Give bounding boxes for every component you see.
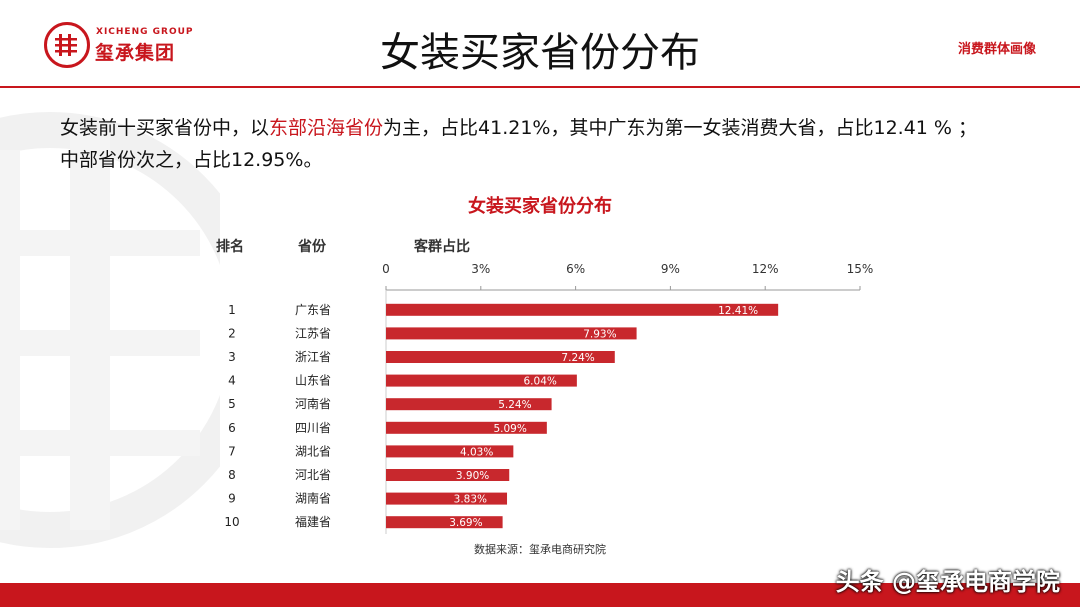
bar-value-label: 3.83% [454, 494, 487, 506]
rank-label: 2 [228, 326, 236, 340]
data-source: 数据来源：玺承电商研究院 [474, 543, 606, 556]
footer-watermark: 头条 @玺承电商学院 [835, 568, 1060, 596]
summary-line2: 中部省份次之，占比12.95%。 [60, 149, 323, 171]
rank-label: 9 [228, 492, 236, 506]
rank-label: 5 [228, 397, 236, 411]
province-label: 湖北省 [295, 443, 331, 458]
province-label: 浙江省 [295, 350, 331, 364]
footer-bar [0, 583, 1080, 607]
bar-value-label: 3.90% [456, 470, 489, 482]
x-tick-label: 0 [382, 262, 390, 276]
header-divider [0, 86, 1080, 88]
summary-text: 女装前十买家省份中，以东部沿海省份为主，占比41.21%，其中广东为第一女装消费… [60, 112, 1040, 176]
summary-highlight: 东部沿海省份 [269, 117, 384, 139]
rank-label: 3 [228, 350, 236, 364]
bar [386, 351, 615, 363]
bar-value-label: 5.09% [493, 423, 526, 435]
province-label: 湖南省 [295, 491, 331, 506]
bar-value-label: 7.93% [583, 328, 616, 340]
bar [386, 303, 779, 316]
x-tick-label: 12% [752, 262, 779, 276]
rank-label: 10 [224, 515, 239, 529]
bar [386, 445, 514, 458]
province-label: 河北省 [295, 468, 331, 482]
header: XICHENG GROUP 玺承集团 女装买家省份分布 消费群体画像 [0, 0, 1080, 86]
rank-label: 4 [228, 374, 236, 388]
rank-label: 1 [228, 303, 236, 317]
rank-label: 8 [228, 468, 236, 482]
province-label: 山东省 [295, 374, 331, 388]
x-tick-label: 9% [661, 262, 680, 276]
chart-title: 女装买家省份分布 [468, 196, 612, 217]
logo-text-english: XICHENG GROUP [96, 27, 194, 37]
rank-label: 6 [228, 421, 236, 435]
bar [386, 327, 637, 340]
section-tag: 消费群体画像 [957, 42, 1036, 57]
background-logo-watermark [0, 112, 220, 548]
bar-value-label: 3.69% [449, 517, 482, 529]
x-tick-label: 6% [566, 262, 585, 276]
province-label: 四川省 [295, 421, 331, 435]
column-header-province: 省份 [298, 239, 326, 255]
bar [386, 516, 503, 529]
bar-value-label: 4.03% [460, 446, 493, 458]
page-title: 女装买家省份分布 [380, 30, 700, 76]
province-label: 河南省 [295, 396, 331, 411]
bar [386, 492, 508, 505]
bar-value-label: 7.24% [561, 352, 594, 364]
logo-text-chinese: 玺承集团 [95, 42, 176, 64]
x-tick-label: 3% [471, 262, 490, 276]
bar-value-label: 6.04% [524, 376, 557, 388]
company-logo-icon [44, 22, 90, 68]
summary-part2: 为主，占比41.21%，其中广东为第一女装消费大省，占比12.41 % ； [383, 117, 978, 139]
bar-value-label: 12.41% [718, 305, 758, 317]
bar [386, 374, 577, 387]
summary-part1: 女装前十买家省份中，以 [60, 117, 270, 139]
province-label: 福建省 [295, 514, 331, 529]
column-header-rank: 排名 [216, 239, 244, 255]
province-label: 广东省 [295, 303, 331, 317]
province-label: 江苏省 [295, 326, 331, 340]
bar [386, 469, 510, 481]
rank-label: 7 [228, 444, 236, 458]
column-header-share: 客群占比 [414, 239, 470, 255]
bar-value-label: 5.24% [498, 399, 531, 411]
x-tick-label: 15% [847, 262, 874, 276]
bar [386, 421, 547, 434]
bar [386, 398, 552, 411]
